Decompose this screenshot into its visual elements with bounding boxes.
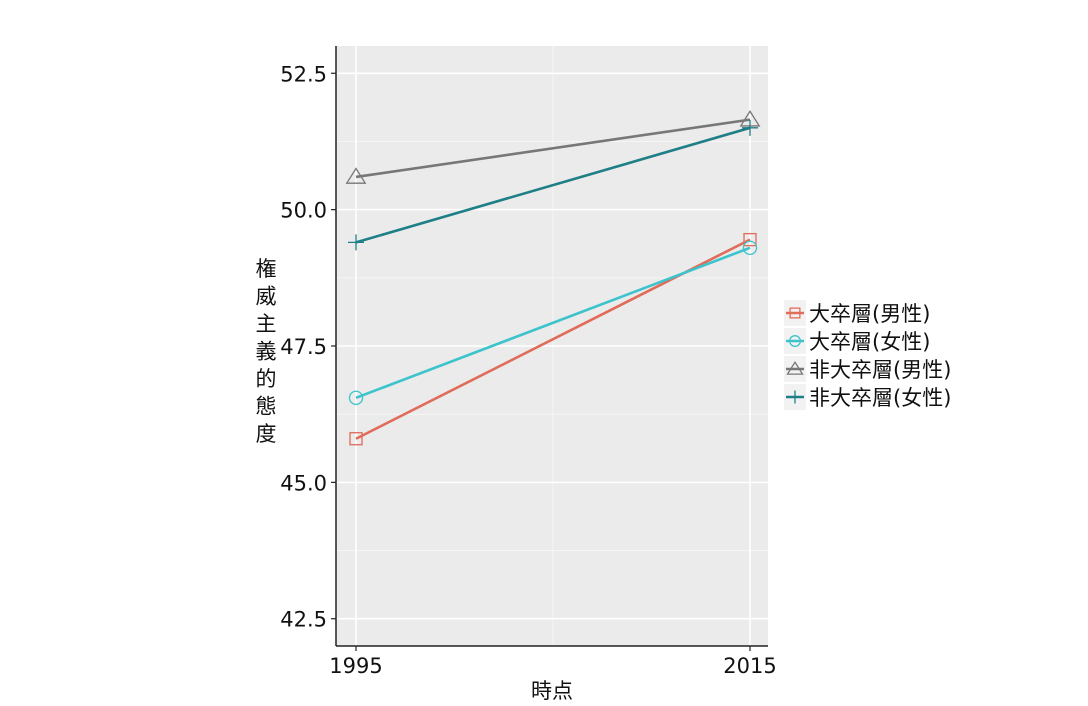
legend-key-marker <box>789 307 801 319</box>
y-tick-label: 52.5 <box>280 62 327 86</box>
data-point <box>348 390 364 406</box>
series-line <box>355 126 751 244</box>
data-point <box>349 432 363 446</box>
y-axis-title-char: 主 <box>256 312 277 336</box>
legend-key-marker <box>789 335 801 347</box>
y-axis-title-char: 義 <box>256 340 277 364</box>
legend-key-marker <box>786 360 804 375</box>
series-line <box>355 118 751 179</box>
series-line <box>355 246 751 400</box>
y-tick-label: 42.5 <box>280 608 327 632</box>
y-tick-label: 50.0 <box>280 199 327 223</box>
y-axis-title-char: 権 <box>256 257 277 281</box>
x-axis-ticks: 1995 2015 <box>329 646 777 678</box>
legend: 大卒層(男性) 大卒層(女性) 非大卒層(男性) 非大卒層(女性) <box>784 300 951 410</box>
y-tick-label: 47.5 <box>280 335 327 359</box>
legend-label: 非大卒層(女性) <box>809 386 951 410</box>
y-axis-title-char: 威 <box>256 285 277 309</box>
data-point <box>345 167 367 184</box>
y-axis-title-char: 態 <box>256 395 277 419</box>
x-tick-label: 1995 <box>329 654 382 678</box>
y-tick-label: 45.0 <box>280 471 327 495</box>
data-point <box>742 240 758 256</box>
legend-label: 非大卒層(男性) <box>809 358 951 382</box>
y-axis-title-char: 的 <box>256 367 277 391</box>
series <box>348 240 758 406</box>
legend-label: 大卒層(女性) <box>809 330 930 354</box>
series <box>348 119 758 251</box>
data-point <box>348 234 364 251</box>
series-group <box>345 110 761 446</box>
y-axis-ticks: 42.5 45.0 47.5 50.0 52.5 <box>280 62 336 632</box>
legend-label: 大卒層(男性) <box>809 302 930 326</box>
y-axis-title-char: 度 <box>256 422 277 446</box>
grid-lines <box>336 46 768 646</box>
x-tick-label: 2015 <box>723 654 776 678</box>
legend-key-marker <box>788 390 802 404</box>
data-point <box>742 119 758 136</box>
data-point <box>743 232 757 247</box>
x-axis-title: 時点 <box>531 679 573 703</box>
